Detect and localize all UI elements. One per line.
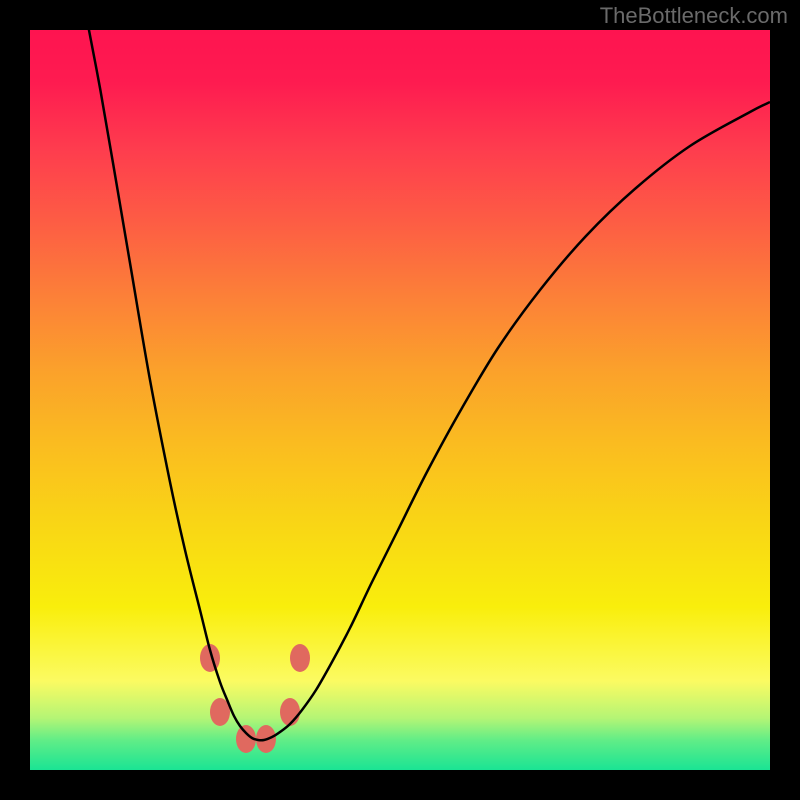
gradient-background: [30, 30, 770, 770]
datapoint-marker: [280, 698, 300, 726]
datapoint-marker: [290, 644, 310, 672]
bottleneck-chart: [0, 0, 800, 800]
watermark-text: TheBottleneck.com: [600, 3, 788, 29]
